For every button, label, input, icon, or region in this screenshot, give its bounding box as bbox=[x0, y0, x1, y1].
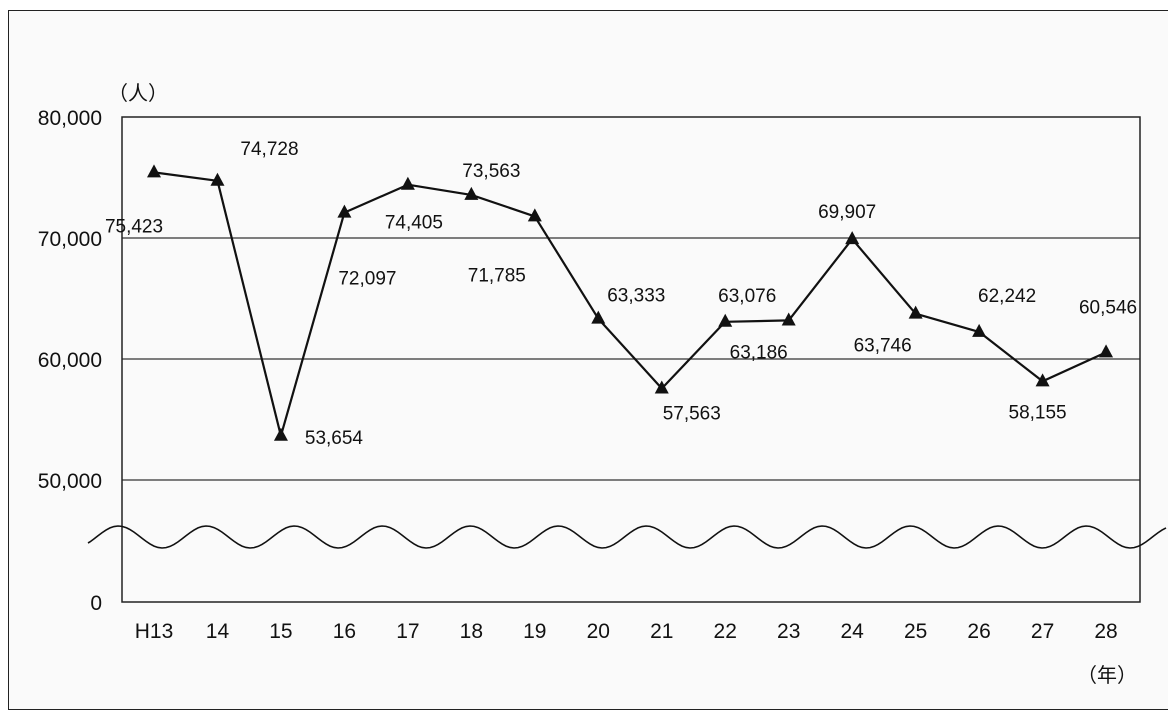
data-point-marker bbox=[527, 208, 542, 222]
x-tick-label: H13 bbox=[135, 620, 174, 643]
x-tick-label: 15 bbox=[269, 620, 292, 643]
y-tick-label: 80,000 bbox=[38, 107, 102, 130]
x-tick-label: 21 bbox=[650, 620, 673, 643]
data-label: 63,746 bbox=[854, 336, 912, 357]
data-label: 69,907 bbox=[818, 202, 876, 223]
x-tick-label: 14 bbox=[206, 620, 230, 643]
data-point-marker bbox=[972, 323, 987, 337]
data-label: 71,785 bbox=[468, 265, 526, 286]
y-tick-label: 50,000 bbox=[38, 470, 102, 493]
x-tick-label: 16 bbox=[333, 620, 356, 643]
data-label: 72,097 bbox=[338, 269, 396, 290]
data-label: 63,333 bbox=[607, 286, 665, 307]
data-point-marker bbox=[781, 312, 796, 326]
data-point-marker bbox=[718, 313, 733, 327]
y-tick-label: 70,000 bbox=[38, 228, 102, 251]
series-markers bbox=[147, 164, 1114, 441]
data-label: 63,186 bbox=[730, 342, 788, 363]
chart-frame bbox=[8, 10, 1168, 710]
plot-border bbox=[121, 116, 1141, 603]
x-tick-label: 18 bbox=[460, 620, 483, 643]
x-tick-label: 20 bbox=[587, 620, 610, 643]
y-tick-label: 0 bbox=[90, 592, 102, 615]
data-point-marker bbox=[654, 380, 669, 394]
x-tick-label: 25 bbox=[904, 620, 927, 643]
data-point-marker bbox=[337, 204, 352, 218]
axis-break-wave bbox=[87, 525, 1167, 549]
x-axis-ticks: H13 14 15 16 17 18 19 20 21 22 23 24 25 26 27 28 bbox=[135, 620, 1118, 643]
data-point-marker bbox=[147, 164, 161, 178]
data-label: 63,076 bbox=[718, 286, 776, 307]
data-label: 58,155 bbox=[1009, 402, 1067, 423]
x-tick-label: 28 bbox=[1094, 620, 1117, 643]
y-tick-label: 60,000 bbox=[38, 349, 102, 372]
data-label: 74,728 bbox=[240, 139, 298, 160]
x-tick-label: 27 bbox=[1031, 620, 1054, 643]
data-label: 57,563 bbox=[663, 403, 721, 424]
data-label: 73,563 bbox=[462, 161, 520, 182]
gridlines bbox=[122, 237, 1140, 481]
data-label: 62,242 bbox=[978, 286, 1036, 307]
data-point-marker bbox=[908, 305, 923, 319]
data-label: 53,654 bbox=[305, 428, 364, 449]
series-line bbox=[153, 171, 1107, 437]
data-point-marker bbox=[1099, 344, 1114, 358]
data-labels: 75,423 74,728 53,654 72,097 74,405 73,563 71,7… bbox=[105, 139, 1137, 449]
data-point-marker bbox=[273, 427, 288, 441]
x-tick-label: 22 bbox=[714, 620, 737, 643]
x-unit-label: （年） bbox=[1077, 663, 1137, 687]
x-tick-label: 17 bbox=[396, 620, 419, 643]
data-point-marker bbox=[1035, 373, 1050, 387]
x-tick-label: 23 bbox=[777, 620, 800, 643]
y-unit-label: （人） bbox=[108, 81, 168, 105]
x-tick-label: 26 bbox=[967, 620, 990, 643]
x-tick-label: 24 bbox=[840, 620, 864, 643]
data-label: 60,546 bbox=[1079, 297, 1137, 318]
data-point-marker bbox=[591, 310, 606, 324]
x-tick-label: 19 bbox=[523, 620, 546, 643]
data-label: 74,405 bbox=[385, 213, 443, 234]
y-axis-ticks: 0 50,000 60,000 70,000 80,000 bbox=[38, 107, 102, 615]
data-point-marker bbox=[845, 231, 860, 245]
data-point-marker bbox=[210, 172, 225, 186]
data-label: 75,423 bbox=[105, 216, 163, 237]
data-point-marker bbox=[464, 186, 479, 200]
data-point-marker bbox=[400, 176, 415, 190]
